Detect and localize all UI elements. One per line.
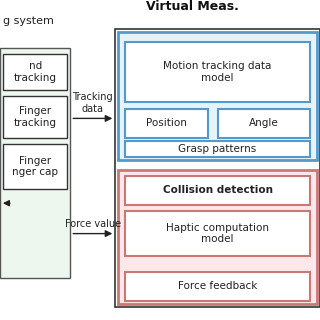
FancyBboxPatch shape — [218, 109, 310, 138]
FancyBboxPatch shape — [125, 42, 310, 102]
FancyBboxPatch shape — [125, 272, 310, 301]
FancyBboxPatch shape — [115, 29, 320, 307]
FancyBboxPatch shape — [125, 211, 310, 256]
Text: Force value: Force value — [65, 219, 121, 229]
Text: Motion tracking data
model: Motion tracking data model — [164, 61, 272, 83]
FancyBboxPatch shape — [3, 54, 67, 90]
Text: Grasp patterns: Grasp patterns — [179, 144, 257, 154]
Text: Finger
tracking: Finger tracking — [14, 106, 57, 128]
FancyBboxPatch shape — [0, 48, 70, 278]
FancyBboxPatch shape — [118, 32, 317, 160]
FancyBboxPatch shape — [3, 144, 67, 189]
Text: Haptic computation
model: Haptic computation model — [166, 223, 269, 244]
Text: Position: Position — [146, 118, 187, 128]
Text: Virtual Meas.: Virtual Meas. — [146, 0, 238, 13]
Text: Collision detection: Collision detection — [163, 185, 273, 196]
FancyBboxPatch shape — [3, 96, 67, 138]
FancyBboxPatch shape — [125, 141, 310, 157]
Text: Force feedback: Force feedback — [178, 281, 257, 292]
FancyBboxPatch shape — [125, 109, 208, 138]
Text: nd
tracking: nd tracking — [14, 61, 57, 83]
FancyBboxPatch shape — [125, 176, 310, 205]
Text: Finger
nger cap: Finger nger cap — [12, 156, 58, 177]
Text: g system: g system — [3, 16, 54, 26]
Text: Tracking
data: Tracking data — [73, 92, 113, 114]
FancyBboxPatch shape — [118, 170, 317, 304]
Text: Angle: Angle — [249, 118, 279, 128]
